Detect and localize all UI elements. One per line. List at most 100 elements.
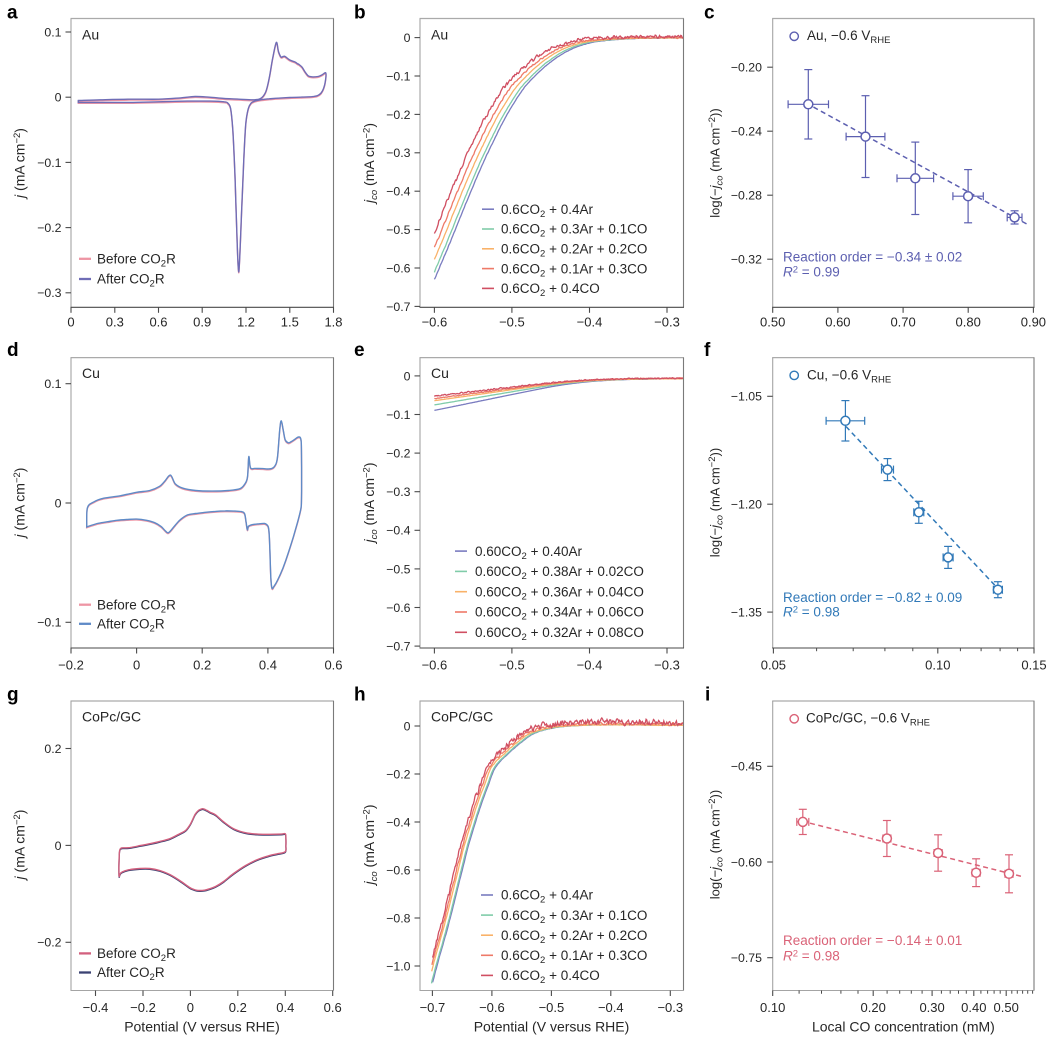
svg-text:−0.4: −0.4 — [577, 315, 603, 330]
svg-text:0.4: 0.4 — [276, 1000, 294, 1015]
svg-text:−0.2: −0.2 — [37, 936, 61, 950]
svg-text:Reaction order = −0.34 ± 0.02: Reaction order = −0.34 ± 0.02 — [783, 249, 962, 264]
svg-text:−0.4: −0.4 — [577, 658, 603, 673]
svg-text:−0.2: −0.2 — [130, 1000, 156, 1015]
svg-text:0.6CO2​ + 0.4Ar: 0.6CO2​ + 0.4Ar — [501, 888, 593, 906]
svg-text:−0.75: −0.75 — [731, 951, 762, 965]
svg-text:log(−jco​ (mA cm−2​)): log(−jco​ (mA cm−2​)) — [707, 790, 726, 899]
svg-text:Au: Au — [431, 27, 448, 43]
svg-text:−0.3: −0.3 — [657, 1000, 683, 1015]
svg-text:CoPC/GC: CoPC/GC — [431, 709, 493, 725]
svg-text:0.90: 0.90 — [1021, 315, 1046, 330]
svg-text:log(−jco​ (mA cm−2​)): log(−jco​ (mA cm−2​)) — [707, 108, 726, 217]
svg-text:0.1: 0.1 — [44, 377, 61, 391]
svg-text:CoPc/GC, −0.6 VRHE: CoPc/GC, −0.6 VRHE — [806, 711, 930, 729]
svg-text:0.60: 0.60 — [825, 315, 850, 330]
svg-text:−0.24: −0.24 — [731, 125, 762, 139]
svg-text:0: 0 — [55, 839, 62, 853]
svg-text:0.60CO2​ + 0.34Ar + 0.06CO: 0.60CO2​ + 0.34Ar + 0.06CO — [475, 605, 644, 623]
svg-text:jco​ (mA cm−2​): jco​ (mA cm−2​) — [361, 123, 380, 205]
svg-text:Reaction order = −0.14 ± 0.01: Reaction order = −0.14 ± 0.01 — [783, 933, 962, 948]
svg-text:−0.1: −0.1 — [386, 69, 410, 83]
svg-text:0: 0 — [187, 1000, 194, 1015]
svg-text:0.6: 0.6 — [149, 315, 167, 330]
svg-text:0: 0 — [67, 315, 74, 330]
svg-text:0.6CO2​ + 0.3Ar + 0.1CO: 0.6CO2​ + 0.3Ar + 0.1CO — [501, 908, 647, 926]
svg-text:0.6CO2​ + 0.1Ar + 0.3CO: 0.6CO2​ + 0.1Ar + 0.3CO — [501, 948, 647, 966]
svg-text:Before CO2​R: Before CO2​R — [97, 597, 176, 615]
svg-text:log(−jco​ (mA cm−2​)): log(−jco​ (mA cm−2​)) — [707, 448, 726, 557]
svg-text:−1.0: −1.0 — [386, 959, 410, 973]
svg-text:jco​ (mA cm−2​): jco​ (mA cm−2​) — [361, 462, 380, 544]
svg-text:g: g — [7, 685, 19, 706]
svg-text:−0.6: −0.6 — [422, 658, 448, 673]
svg-text:Reaction order = −0.82 ± 0.09: Reaction order = −0.82 ± 0.09 — [783, 590, 962, 605]
svg-text:0.6CO2​ + 0.2Ar + 0.2CO: 0.6CO2​ + 0.2Ar + 0.2CO — [501, 242, 647, 260]
svg-text:−1.20: −1.20 — [731, 498, 762, 512]
svg-text:−0.4: −0.4 — [598, 1000, 624, 1015]
svg-text:−0.6: −0.6 — [386, 261, 410, 275]
svg-text:−0.6: −0.6 — [386, 863, 410, 877]
svg-text:0.10: 0.10 — [760, 1000, 785, 1015]
svg-text:0.60CO2​ + 0.32Ar + 0.08CO: 0.60CO2​ + 0.32Ar + 0.08CO — [475, 625, 644, 643]
svg-text:−0.2: −0.2 — [37, 221, 61, 235]
svg-text:0.50: 0.50 — [760, 315, 785, 330]
svg-text:−0.3: −0.3 — [654, 315, 680, 330]
svg-text:a: a — [7, 3, 18, 24]
svg-text:−0.6: −0.6 — [386, 601, 410, 615]
svg-text:0.6: 0.6 — [324, 658, 342, 673]
svg-text:−0.32: −0.32 — [731, 253, 762, 267]
svg-text:0.3: 0.3 — [106, 315, 124, 330]
svg-text:0.2: 0.2 — [193, 658, 211, 673]
svg-text:−1.05: −1.05 — [731, 390, 762, 404]
svg-text:−0.8: −0.8 — [386, 911, 410, 925]
svg-text:0: 0 — [404, 719, 411, 733]
svg-text:0.30: 0.30 — [919, 1000, 944, 1015]
svg-text:0.15: 0.15 — [1021, 658, 1046, 673]
svg-text:0.50: 0.50 — [994, 1000, 1019, 1015]
svg-text:0.2: 0.2 — [229, 1000, 247, 1015]
svg-text:−0.45: −0.45 — [731, 760, 762, 774]
svg-text:0.60CO2​ + 0.38Ar + 0.02CO: 0.60CO2​ + 0.38Ar + 0.02CO — [475, 564, 644, 582]
svg-text:−0.7: −0.7 — [420, 1000, 446, 1015]
svg-text:0.70: 0.70 — [890, 315, 915, 330]
svg-text:After CO2​R: After CO2​R — [97, 272, 165, 290]
svg-text:−0.28: −0.28 — [731, 189, 762, 203]
svg-text:−0.2: −0.2 — [58, 658, 84, 673]
svg-text:−0.3: −0.3 — [386, 485, 410, 499]
svg-text:0.2: 0.2 — [44, 742, 61, 756]
svg-text:1.8: 1.8 — [324, 315, 342, 330]
svg-text:Potential (V versus RHE): Potential (V versus RHE) — [474, 1019, 630, 1035]
svg-text:R2 = 0.98: R2 = 0.98 — [783, 605, 840, 620]
svg-text:R2 = 0.99: R2 = 0.99 — [783, 265, 840, 280]
svg-text:Local CO concentration (mM): Local CO concentration (mM) — [812, 1019, 995, 1035]
svg-text:e: e — [354, 340, 365, 361]
svg-text:0.6CO2​ + 0.4CO: 0.6CO2​ + 0.4CO — [501, 281, 600, 299]
svg-text:−0.5: −0.5 — [499, 315, 525, 330]
svg-text:0.40: 0.40 — [961, 1000, 986, 1015]
svg-text:b: b — [354, 3, 366, 24]
svg-text:−0.5: −0.5 — [499, 658, 525, 673]
svg-text:0.05: 0.05 — [761, 658, 786, 673]
svg-text:−0.6: −0.6 — [422, 315, 448, 330]
svg-text:i: i — [705, 685, 710, 706]
svg-text:0.60CO2​ + 0.36Ar + 0.04CO: 0.60CO2​ + 0.36Ar + 0.04CO — [475, 584, 644, 602]
svg-text:−0.7: −0.7 — [386, 300, 410, 314]
svg-text:−0.3: −0.3 — [654, 658, 680, 673]
svg-text:−0.5: −0.5 — [539, 1000, 565, 1015]
svg-text:−0.7: −0.7 — [386, 640, 410, 654]
svg-text:jco​ (mA cm−2​): jco​ (mA cm−2​) — [361, 804, 380, 886]
svg-text:0.20: 0.20 — [861, 1000, 886, 1015]
svg-text:−0.6: −0.6 — [479, 1000, 505, 1015]
svg-text:j (mA cm−2​): j (mA cm−2​) — [12, 810, 28, 882]
svg-text:Cu: Cu — [431, 365, 449, 381]
svg-text:−0.5: −0.5 — [386, 562, 410, 576]
svg-text:−1.35: −1.35 — [731, 606, 762, 620]
svg-text:−0.4: −0.4 — [386, 524, 410, 538]
svg-text:−0.5: −0.5 — [386, 223, 410, 237]
svg-text:0: 0 — [404, 369, 411, 383]
svg-text:0.6CO2​ + 0.4CO: 0.6CO2​ + 0.4CO — [501, 968, 600, 986]
svg-text:1.2: 1.2 — [237, 315, 255, 330]
svg-text:0: 0 — [55, 496, 62, 510]
svg-text:−0.2: −0.2 — [386, 108, 410, 122]
